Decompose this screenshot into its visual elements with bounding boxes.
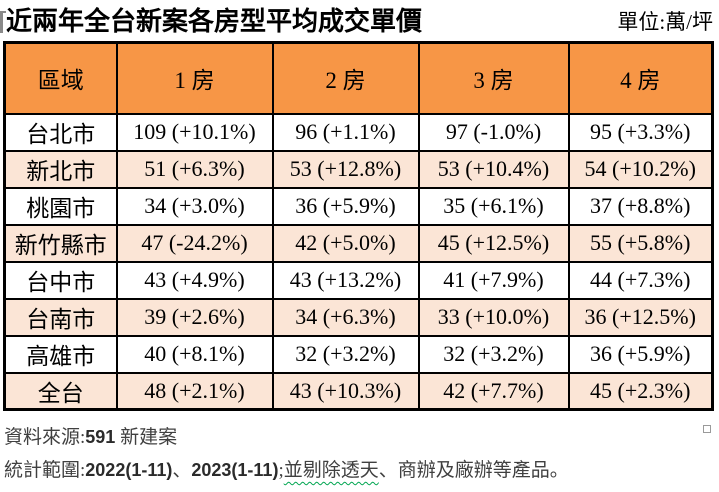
scope-range-1: 2022(1-11) [85,460,173,480]
source-note: 資料來源:591 新建案 [4,421,716,454]
header-row: 區域 1 房 2 房 3 房 4 房 [3,41,714,115]
header-4room: 4 房 [567,41,714,115]
value-cell: 43 (+10.3%) [271,371,420,411]
table-header: 區域 1 房 2 房 3 房 4 房 [3,41,714,115]
text-cursor-mark-icon [0,11,6,33]
value-cell: 96 (+1.1%) [271,112,420,152]
table-row: 台中市 43 (+4.9%) 43 (+13.2%) 41 (+7.9%) 44… [3,260,714,300]
scope-label: 統計範圍: [4,460,86,481]
value-cell: 32 (+3.2%) [417,334,570,374]
region-cell: 台中市 [3,260,118,300]
value-cell: 51 (+6.3%) [115,149,274,189]
price-table: 區域 1 房 2 房 3 房 4 房 台北市 109 (+10.1%) 96 (… [3,41,714,411]
region-cell: 桃園市 [3,186,118,226]
value-cell: 34 (+6.3%) [271,297,420,337]
value-cell: 109 (+10.1%) [115,112,274,152]
title-row: 近兩年全台新案各房型平均成交單價 單位:萬/坪 [0,0,719,40]
region-cell: 新北市 [3,149,118,189]
footer-notes: 資料來源:591 新建案 統計範圍:2022(1-11)、2023(1-11);… [4,421,716,487]
value-cell: 36 (+5.9%) [271,186,420,226]
value-cell: 32 (+3.2%) [271,334,420,374]
region-cell: 高雄市 [3,334,118,374]
header-region: 區域 [3,41,118,115]
header-3room: 3 房 [417,41,570,115]
table-row: 台南市 39 (+2.6%) 34 (+6.3%) 33 (+10.0%) 36… [3,297,714,337]
header-2room: 2 房 [271,41,420,115]
value-cell: 41 (+7.9%) [417,260,570,300]
table-row: 全台 48 (+2.1%) 43 (+10.3%) 42 (+7.7%) 45 … [3,371,714,411]
value-cell: 47 (-24.2%) [115,223,274,263]
table-row: 台北市 109 (+10.1%) 96 (+1.1%) 97 (-1.0%) 9… [3,112,714,152]
value-cell: 39 (+2.6%) [115,297,274,337]
scope-separator-1: 、 [172,460,192,481]
region-cell: 台北市 [3,112,118,152]
source-label: 資料來源: [4,427,86,448]
value-cell: 40 (+8.1%) [115,334,274,374]
region-cell: 新竹縣市 [3,223,118,263]
region-cell: 台南市 [3,297,118,337]
table-row: 桃園市 34 (+3.0%) 36 (+5.9%) 35 (+6.1%) 37 … [3,186,714,226]
value-cell: 97 (-1.0%) [417,112,570,152]
table-row: 高雄市 40 (+8.1%) 32 (+3.2%) 32 (+3.2%) 36 … [3,334,714,374]
value-cell: 53 (+12.8%) [271,149,420,189]
value-cell: 37 (+8.8%) [567,186,714,226]
value-cell: 54 (+10.2%) [567,149,714,189]
value-cell: 45 (+2.3%) [567,371,714,411]
source-number: 591 [85,427,116,447]
scope-rest: 、商辦及廠辦等產品。 [378,460,569,481]
value-cell: 33 (+10.0%) [417,297,570,337]
scope-separator-2: ; [278,460,284,481]
value-cell: 42 (+7.7%) [417,371,570,411]
scope-range-2: 2023(1-11) [191,460,279,480]
value-cell: 53 (+10.4%) [417,149,570,189]
value-cell: 95 (+3.3%) [567,112,714,152]
value-cell: 36 (+5.9%) [567,334,714,374]
value-cell: 43 (+4.9%) [115,260,274,300]
value-cell: 36 (+12.5%) [567,297,714,337]
table-row: 新北市 51 (+6.3%) 53 (+12.8%) 53 (+10.4%) 5… [3,149,714,189]
table-resize-handle-icon[interactable] [703,425,711,433]
header-1room: 1 房 [115,41,274,115]
unit-label: 單位:萬/坪 [617,10,713,34]
value-cell: 43 (+13.2%) [271,260,420,300]
scope-spellcheck-text: 並剔除透天 [283,460,379,481]
scope-note: 統計範圍:2022(1-11)、2023(1-11);並剔除透天、商辦及廠辦等產… [4,454,716,487]
value-cell: 48 (+2.1%) [115,371,274,411]
table-body: 台北市 109 (+10.1%) 96 (+1.1%) 97 (-1.0%) 9… [3,112,714,411]
value-cell: 34 (+3.0%) [115,186,274,226]
value-cell: 45 (+12.5%) [417,223,570,263]
value-cell: 35 (+6.1%) [417,186,570,226]
region-cell: 全台 [3,371,118,411]
page-title: 近兩年全台新案各房型平均成交單價 [6,7,423,36]
table-row: 新竹縣市 47 (-24.2%) 42 (+5.0%) 45 (+12.5%) … [3,223,714,263]
source-rest: 新建案 [115,427,178,448]
value-cell: 42 (+5.0%) [271,223,420,263]
value-cell: 44 (+7.3%) [567,260,714,300]
value-cell: 55 (+5.8%) [567,223,714,263]
